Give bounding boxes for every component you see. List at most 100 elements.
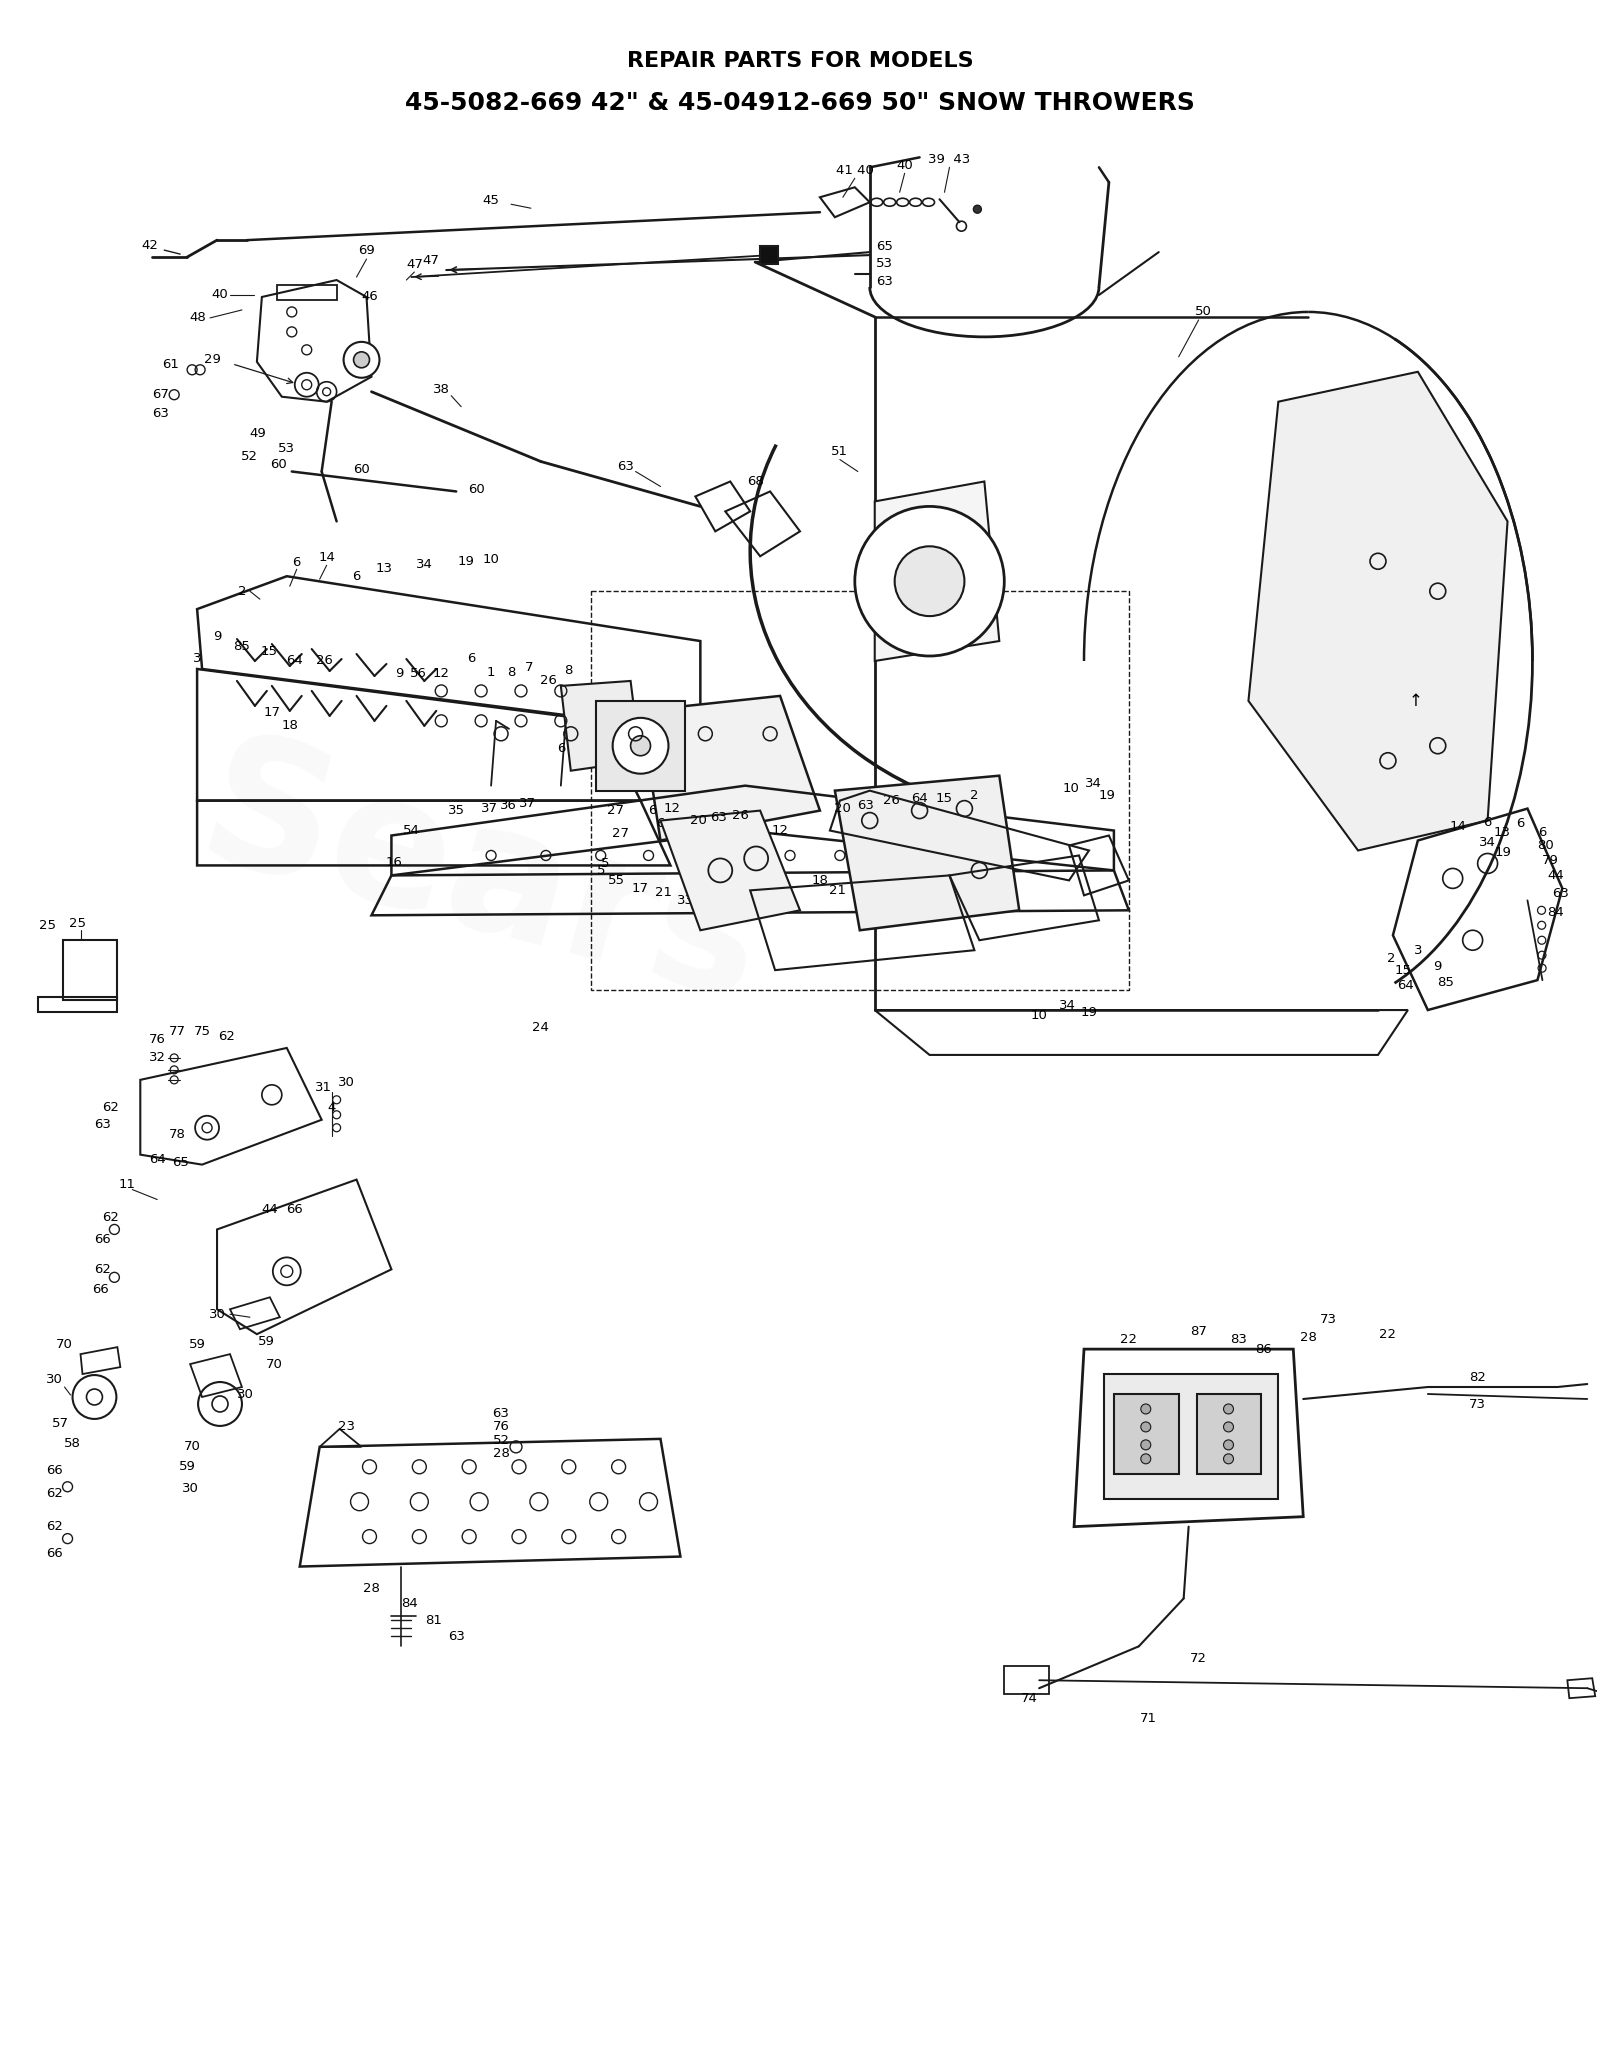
Text: 15: 15 (261, 645, 277, 658)
Text: 26: 26 (731, 810, 749, 822)
Text: 12: 12 (432, 668, 450, 680)
Text: 74: 74 (1021, 1691, 1038, 1706)
Text: 60: 60 (270, 458, 286, 471)
Text: 64: 64 (1397, 978, 1414, 993)
Text: 52: 52 (242, 450, 259, 462)
Text: 22: 22 (1379, 1328, 1397, 1340)
Text: 28: 28 (1299, 1332, 1317, 1344)
Bar (277, 286, 336, 300)
Text: 64: 64 (912, 791, 928, 806)
Text: 32: 32 (149, 1052, 166, 1064)
Text: 70: 70 (56, 1338, 74, 1350)
Text: 69: 69 (358, 245, 374, 257)
Text: 87: 87 (1190, 1325, 1206, 1338)
Circle shape (1224, 1453, 1234, 1463)
Bar (595, 701, 685, 791)
Circle shape (1224, 1441, 1234, 1451)
Text: 15: 15 (936, 791, 954, 806)
Text: 80: 80 (1538, 838, 1554, 853)
Text: 47: 47 (422, 253, 440, 267)
Circle shape (1141, 1422, 1150, 1432)
Text: 62: 62 (219, 1030, 235, 1044)
Text: 77: 77 (168, 1025, 186, 1038)
Text: 3: 3 (1413, 943, 1422, 958)
Text: 65: 65 (875, 240, 893, 253)
Polygon shape (875, 481, 1000, 662)
Text: 5: 5 (597, 863, 605, 877)
Text: 67: 67 (152, 388, 168, 401)
Circle shape (1141, 1441, 1150, 1451)
Text: 27: 27 (613, 826, 629, 840)
Text: 58: 58 (64, 1436, 82, 1451)
Text: 2: 2 (970, 789, 979, 801)
Text: 54: 54 (403, 824, 419, 836)
Text: 6: 6 (1538, 826, 1547, 838)
Text: 26: 26 (883, 793, 901, 808)
Text: 34: 34 (416, 557, 432, 571)
Text: 36: 36 (499, 799, 517, 812)
Text: 34: 34 (1478, 836, 1496, 849)
Polygon shape (835, 775, 1019, 931)
Text: 14: 14 (1450, 820, 1466, 832)
Text: 21: 21 (829, 884, 846, 896)
Text: 35: 35 (448, 804, 464, 818)
Text: 25: 25 (69, 917, 86, 929)
Text: 9: 9 (1434, 960, 1442, 972)
Text: 10: 10 (1030, 1009, 1048, 1021)
Text: 26: 26 (317, 653, 333, 668)
Text: 44: 44 (261, 1202, 278, 1217)
Bar (590, 592, 1130, 991)
Circle shape (630, 736, 651, 756)
Bar (1114, 1393, 1179, 1473)
Text: REPAIR PARTS FOR MODELS: REPAIR PARTS FOR MODELS (627, 51, 973, 70)
Text: 66: 66 (286, 1202, 302, 1217)
Text: 84: 84 (402, 1597, 418, 1609)
Text: 30: 30 (338, 1077, 355, 1089)
Text: 49: 49 (250, 427, 266, 440)
Text: 30: 30 (208, 1307, 226, 1321)
Text: 40: 40 (211, 288, 229, 302)
Text: 65: 65 (171, 1157, 189, 1169)
Text: 63: 63 (858, 799, 874, 812)
Text: 14: 14 (318, 551, 334, 563)
Text: 6: 6 (656, 818, 664, 830)
Text: 28: 28 (493, 1447, 509, 1461)
Text: 2: 2 (238, 586, 246, 598)
Text: 3: 3 (194, 653, 202, 666)
Text: 29: 29 (203, 353, 221, 366)
Text: 42: 42 (142, 238, 158, 251)
Text: 64: 64 (286, 653, 302, 668)
Text: 21: 21 (718, 886, 736, 898)
Text: 44: 44 (1547, 869, 1563, 882)
Text: 63: 63 (448, 1630, 464, 1642)
Text: 40: 40 (896, 158, 914, 173)
Bar (1197, 1393, 1261, 1473)
Text: 2: 2 (1387, 951, 1395, 964)
Text: 59: 59 (179, 1461, 195, 1473)
Text: ↑: ↑ (1410, 693, 1422, 709)
Text: 31: 31 (315, 1081, 333, 1095)
Text: 57: 57 (53, 1418, 69, 1430)
Text: 6: 6 (1483, 816, 1491, 828)
Text: 83: 83 (1230, 1332, 1246, 1346)
Text: 81: 81 (426, 1613, 442, 1628)
Circle shape (344, 341, 379, 378)
Text: 64: 64 (149, 1153, 166, 1165)
Text: 8: 8 (507, 666, 515, 680)
Text: 6: 6 (648, 804, 656, 818)
Polygon shape (640, 697, 819, 840)
Text: 22: 22 (1120, 1332, 1138, 1346)
Text: 18: 18 (811, 873, 829, 888)
Text: 28: 28 (363, 1582, 379, 1595)
Polygon shape (661, 810, 800, 931)
Circle shape (354, 351, 370, 368)
Text: 6: 6 (1517, 818, 1525, 830)
Text: 17: 17 (264, 707, 280, 719)
Bar (760, 247, 778, 265)
Text: 53: 53 (278, 442, 296, 454)
Text: 46: 46 (362, 290, 378, 304)
Text: 6: 6 (293, 555, 301, 569)
Text: 66: 66 (46, 1465, 62, 1478)
Text: 16: 16 (386, 857, 403, 869)
Text: 21: 21 (654, 886, 672, 898)
